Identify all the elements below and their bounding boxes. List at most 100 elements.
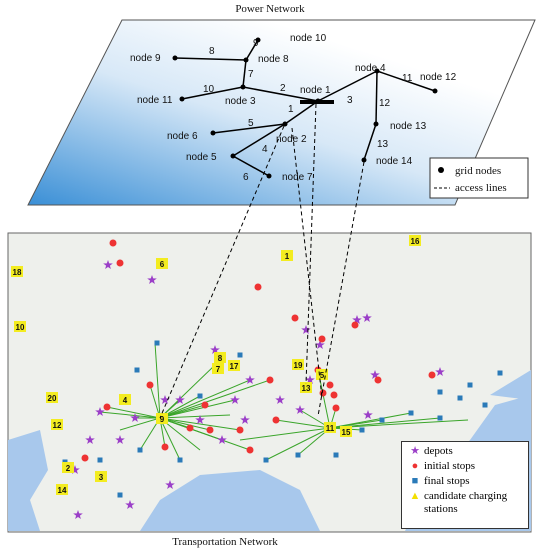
route	[159, 364, 216, 419]
edge-label: 2	[280, 83, 286, 94]
grid-node	[374, 68, 380, 74]
station-label: 5	[320, 371, 325, 380]
station-label: 8	[218, 354, 223, 363]
station-marker	[214, 352, 226, 363]
grid-node	[361, 157, 367, 163]
final-stop	[482, 402, 488, 408]
node-label: node 13	[390, 121, 427, 132]
initial-stop	[332, 404, 340, 412]
node-label: node 14	[376, 156, 413, 167]
depot	[435, 367, 445, 376]
power-line	[232, 155, 270, 177]
node-label: node 3	[225, 96, 256, 107]
grid-node	[179, 96, 185, 102]
map-legend: ★ depots ● initial stops ■ final stops ▲ can…	[401, 441, 529, 529]
route	[329, 419, 469, 429]
final-stop	[359, 427, 365, 433]
initial-stop	[374, 376, 382, 384]
depot	[130, 413, 140, 422]
grid-node	[373, 121, 379, 127]
station-label: 18	[13, 268, 22, 277]
depot	[195, 415, 205, 424]
station-label: 15	[342, 428, 351, 437]
final-stop	[333, 452, 339, 458]
station-marker	[156, 413, 168, 424]
grid-node	[243, 57, 249, 63]
power-title: Power Network	[235, 3, 305, 15]
edge-label: 8	[209, 46, 215, 57]
edge-label: 3	[347, 95, 353, 106]
station-label: 7	[216, 365, 221, 374]
depot	[85, 435, 95, 444]
edge-label: 1	[288, 104, 294, 115]
initial-stop	[351, 321, 359, 329]
access-line	[159, 125, 285, 419]
depot	[370, 370, 380, 379]
edge-label: 13	[377, 139, 389, 150]
station-label: 6	[160, 260, 165, 269]
initial-stop	[236, 426, 244, 434]
grid-node	[432, 88, 438, 94]
node-label: node 2	[276, 134, 307, 145]
edge-label: 7	[248, 69, 254, 80]
station-marker	[281, 250, 293, 261]
station-marker	[62, 462, 74, 473]
station-label: 11	[326, 424, 335, 433]
node-label: node 4	[355, 63, 386, 74]
legend-label: access lines	[455, 182, 507, 194]
final-stop	[457, 395, 463, 401]
initial-stop	[291, 314, 299, 322]
final-stop	[437, 389, 443, 395]
edge-label: 9	[253, 38, 259, 49]
station-marker	[340, 426, 352, 437]
station-label: 3	[99, 473, 104, 482]
legend-label: candidate charging stations	[424, 490, 508, 515]
route	[159, 417, 181, 461]
final-stop	[379, 417, 385, 423]
final-stop	[134, 367, 140, 373]
depot	[125, 500, 135, 509]
node-label: node 8	[258, 54, 289, 65]
route	[119, 417, 161, 431]
final-stop	[408, 410, 414, 416]
edge-label: 12	[379, 98, 391, 109]
power-line	[317, 70, 378, 102]
node-label: node 11	[137, 95, 173, 106]
power-line	[242, 86, 319, 102]
depot	[363, 410, 373, 419]
depot	[305, 375, 315, 384]
initial-stop	[318, 335, 326, 343]
power-line	[212, 123, 286, 134]
initial-stop	[201, 401, 209, 409]
depot	[295, 405, 305, 414]
station-label: 20	[48, 394, 57, 403]
legend-node-icon	[438, 167, 444, 173]
node-label: node 5	[186, 152, 217, 163]
depot	[315, 340, 325, 349]
station-label: 19	[294, 361, 303, 370]
station-label: 1	[285, 252, 290, 261]
node-label: node 10	[290, 33, 327, 44]
final-stop	[97, 457, 103, 463]
station-marker	[119, 394, 131, 405]
node-label: node 9	[130, 53, 161, 64]
access-line	[291, 127, 323, 399]
station-marker	[300, 382, 312, 393]
route	[159, 379, 271, 419]
initial-stop	[109, 239, 117, 247]
grid-node	[210, 130, 216, 136]
initial-stop	[81, 454, 89, 462]
power-line	[284, 100, 319, 125]
final-stop	[497, 370, 503, 376]
final-stop	[263, 457, 269, 463]
station-label: 16	[411, 237, 420, 246]
route	[159, 399, 236, 419]
initial-stop	[428, 371, 436, 379]
depot	[275, 395, 285, 404]
final-stop	[437, 415, 443, 421]
grid-node	[282, 121, 288, 127]
route	[149, 384, 161, 419]
initial-stop	[272, 416, 280, 424]
